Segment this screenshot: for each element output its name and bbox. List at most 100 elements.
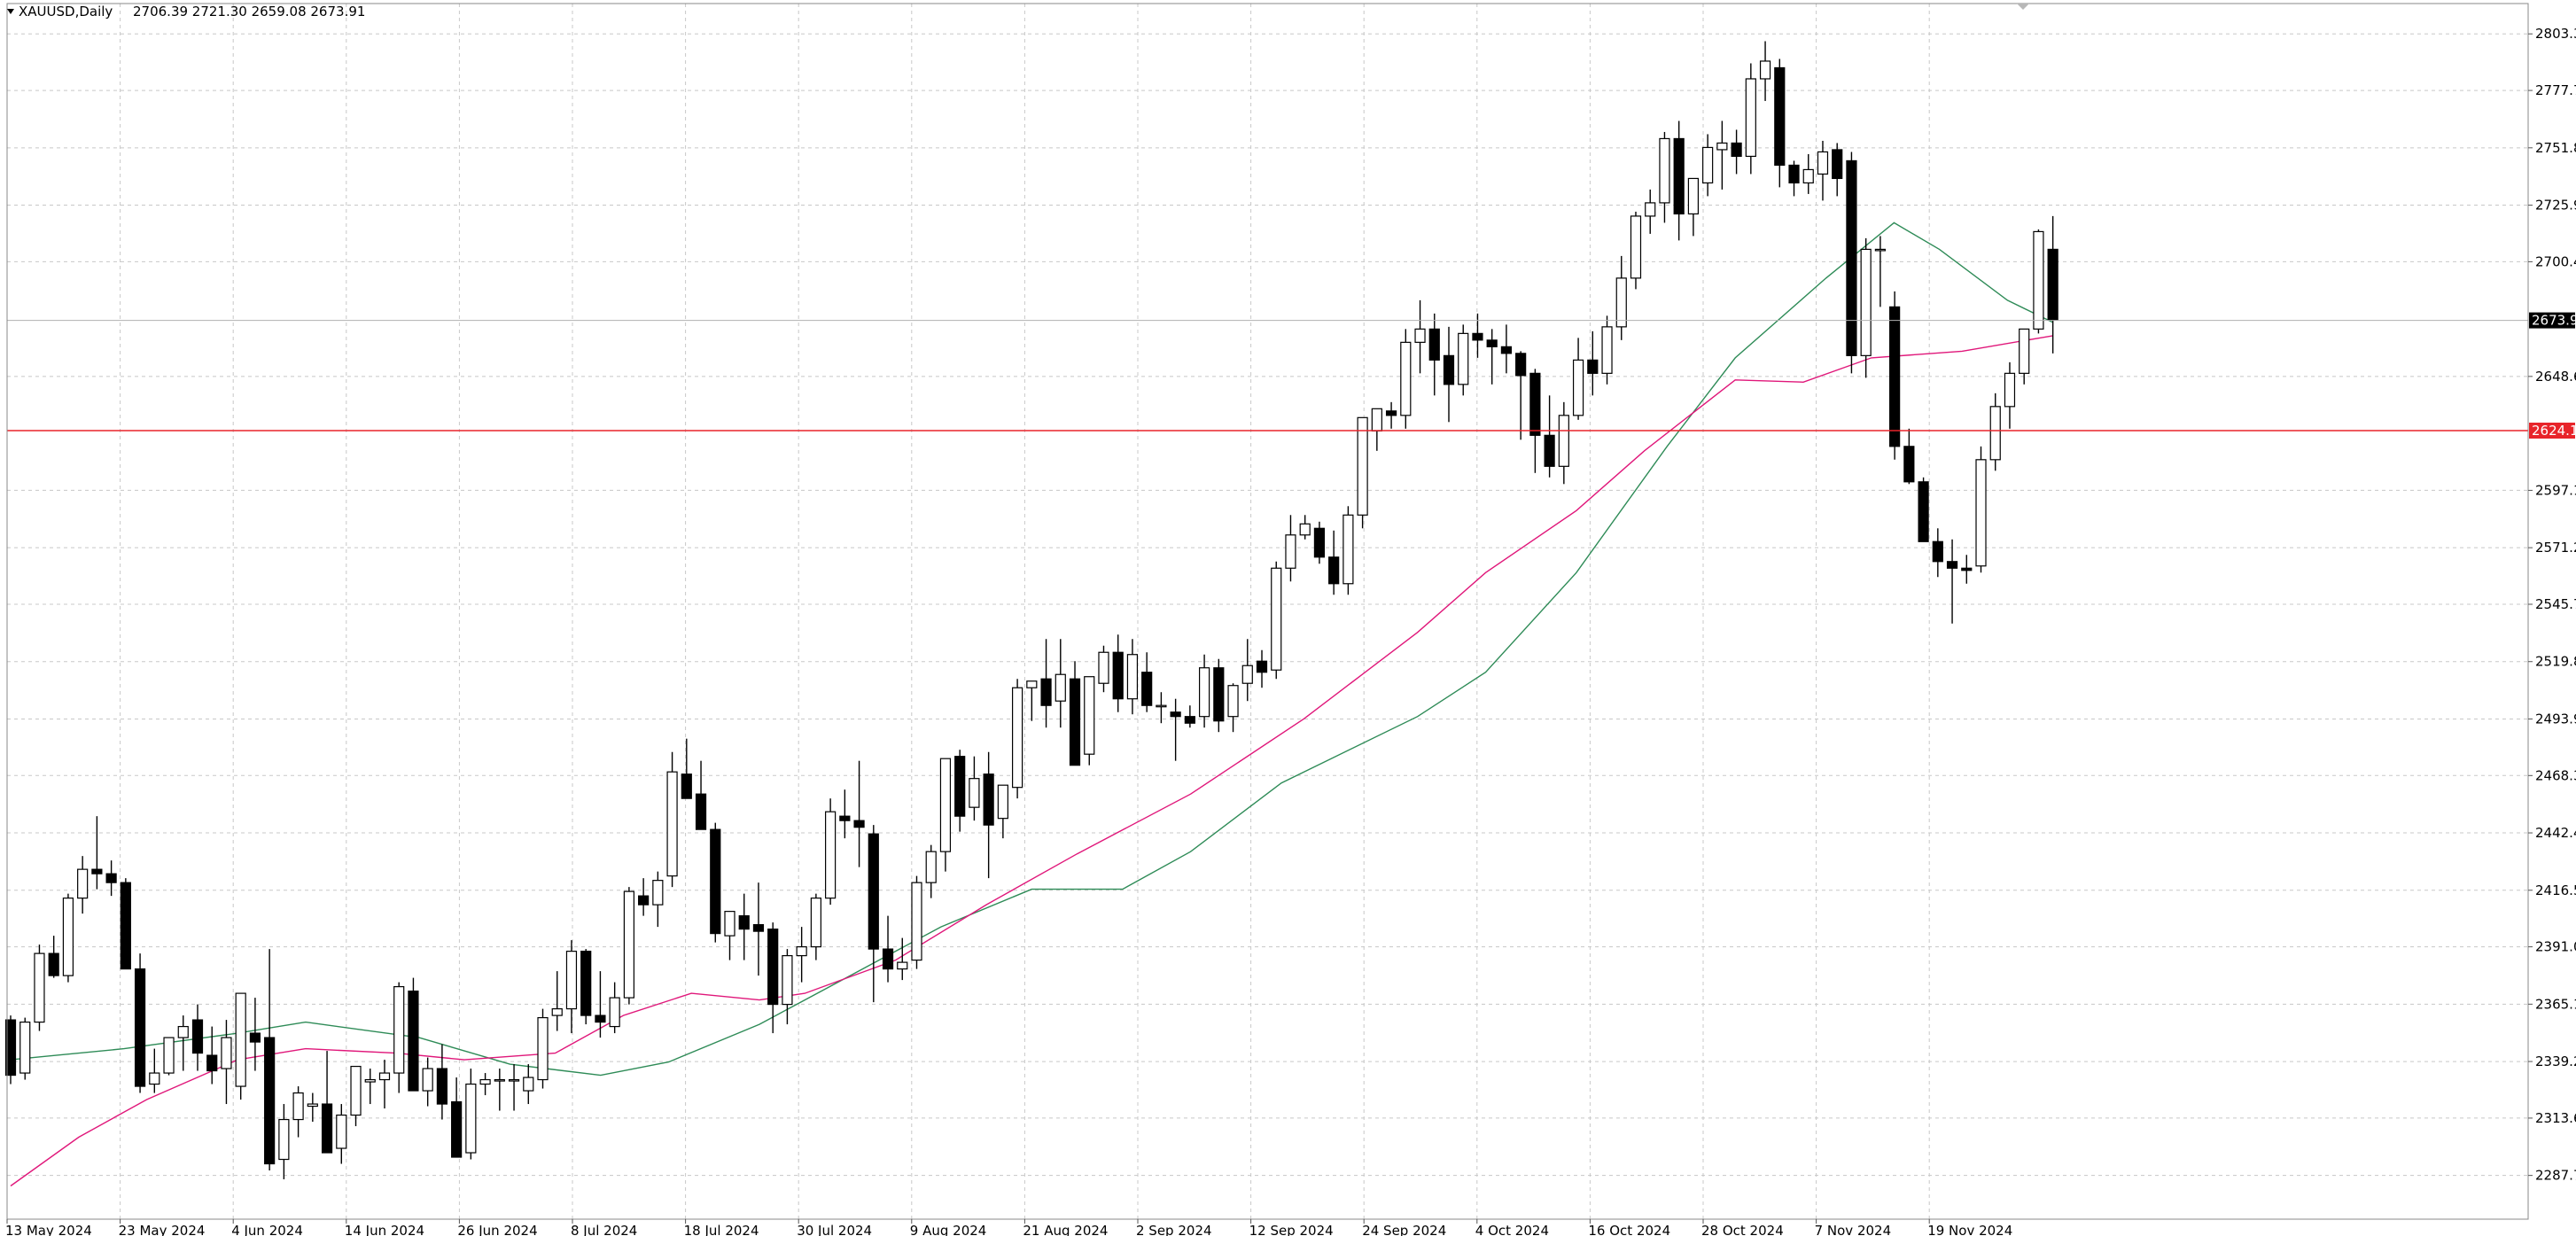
candle	[666, 751, 678, 888]
candle-body	[1069, 678, 1081, 766]
candle-body	[997, 784, 1008, 820]
price-label: 2339.20	[2535, 1053, 2576, 1069]
chart-header: XAUUSD,Daily 2706.39 2721.30 2659.08 267…	[7, 4, 365, 19]
candle	[307, 1092, 318, 1123]
horizontal-level-label: 2624.13	[2532, 423, 2576, 439]
time-label: 18 Jul 2024	[684, 1223, 759, 1236]
time-label: 14 Jun 2024	[345, 1223, 424, 1236]
candle-body	[206, 1054, 218, 1072]
price-label: 2571.25	[2535, 540, 2576, 556]
candle-body	[1860, 248, 1872, 356]
candle	[364, 1069, 376, 1105]
triangle-down-icon[interactable]	[7, 9, 14, 14]
candle-body	[1759, 60, 1771, 80]
candle-body	[48, 952, 59, 976]
candle-body	[1687, 177, 1700, 215]
candle-body	[91, 868, 103, 875]
candle	[1385, 401, 1397, 429]
current-price-label: 2673.91	[2532, 313, 2576, 329]
candle-body	[1601, 326, 1613, 374]
candle-body	[1285, 534, 1296, 569]
candle	[120, 878, 131, 970]
candle	[1098, 645, 1109, 693]
candle	[191, 1004, 204, 1071]
plot-frame	[6, 3, 2529, 1220]
candle-body	[1241, 665, 1253, 684]
candle	[249, 998, 261, 1071]
candle	[983, 751, 994, 879]
candle	[537, 1008, 549, 1089]
candle-body	[191, 1019, 204, 1054]
candle-body	[422, 1068, 433, 1092]
candle-body	[1486, 339, 1498, 347]
time-label: 4 Jun 2024	[231, 1223, 303, 1236]
candle-body	[609, 997, 620, 1028]
candle-body	[1615, 277, 1627, 328]
candle	[1156, 692, 1167, 724]
candle-body	[523, 1077, 534, 1092]
candle-body	[1961, 567, 1973, 571]
candle	[695, 760, 707, 830]
candle	[969, 756, 980, 821]
candle	[1529, 369, 1541, 473]
price-label: 2777.75	[2535, 82, 2576, 98]
candle	[1141, 652, 1153, 712]
candle-body	[19, 1021, 31, 1074]
candle	[1414, 299, 1426, 374]
candle-body	[551, 1007, 563, 1016]
candle	[1846, 152, 1857, 374]
candle-body	[1184, 716, 1195, 724]
candle	[1802, 153, 1814, 194]
candle	[925, 844, 937, 898]
candle	[1860, 237, 1872, 378]
candle	[1213, 658, 1225, 733]
candle-body	[1313, 527, 1326, 558]
candle-body	[580, 951, 592, 1016]
price-label: 2519.80	[2535, 654, 2576, 670]
candles	[4, 41, 2058, 1180]
candle	[1328, 530, 1340, 595]
candle-body	[1271, 567, 1282, 671]
candle-body	[1788, 164, 1800, 184]
candle-body	[1889, 306, 1901, 447]
candle	[565, 940, 578, 1034]
time-label: 23 May 2024	[119, 1223, 206, 1236]
time-label: 9 Aug 2024	[910, 1223, 987, 1236]
candle-body	[983, 773, 994, 826]
candle-body	[292, 1092, 304, 1121]
candle	[1443, 326, 1455, 423]
candle	[1932, 528, 1943, 578]
candle	[1055, 639, 1066, 728]
candle-body	[77, 868, 89, 899]
price-label: 2468.35	[2535, 767, 2576, 783]
candle-body	[1702, 146, 1714, 184]
candle	[1630, 211, 1642, 290]
candle	[1271, 561, 1282, 680]
candle-body	[681, 773, 692, 799]
candle-body	[307, 1103, 318, 1108]
time-label: 16 Oct 2024	[1588, 1223, 1670, 1236]
candle	[752, 882, 765, 976]
candle-body	[105, 873, 117, 883]
candle	[825, 798, 837, 906]
candle	[681, 738, 692, 799]
price-label: 2493.90	[2535, 711, 2576, 727]
candle	[264, 949, 276, 1171]
candle-body	[1529, 372, 1541, 436]
candle	[1472, 313, 1483, 358]
candle-body	[249, 1032, 261, 1043]
candle	[1069, 661, 1081, 766]
candle	[1874, 236, 1886, 307]
candle	[1458, 324, 1469, 396]
candle	[810, 893, 821, 960]
price-label: 2597.15	[2535, 482, 2576, 498]
candle	[1558, 401, 1569, 485]
candle-body	[350, 1065, 362, 1116]
candle-body	[595, 1014, 606, 1023]
candle	[1500, 324, 1513, 374]
time-label: 21 Aug 2024	[1023, 1223, 1108, 1236]
price-label: 2700.40	[2535, 253, 2576, 269]
candle-body	[2033, 230, 2044, 330]
